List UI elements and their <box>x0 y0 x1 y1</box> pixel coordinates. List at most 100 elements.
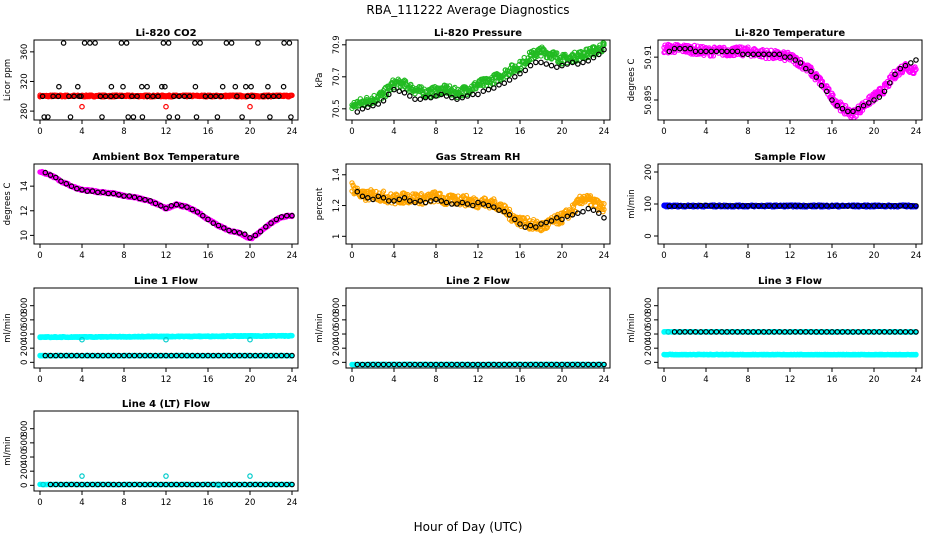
data-point <box>166 114 173 120</box>
data-point <box>438 91 445 98</box>
x-tick-label: 4 <box>391 375 396 385</box>
x-tick-label: 20 <box>869 127 880 137</box>
data-point <box>158 203 164 209</box>
data-point <box>703 202 709 209</box>
data-point <box>469 91 476 98</box>
data-point <box>776 203 783 209</box>
data-point <box>129 93 135 100</box>
data-point <box>422 199 429 206</box>
data-point <box>585 205 592 212</box>
x-tick-label: 16 <box>827 127 838 137</box>
data-point <box>125 114 132 120</box>
data-point <box>56 83 62 90</box>
data-point <box>564 213 571 220</box>
data-point <box>68 183 75 190</box>
data-point <box>370 102 376 109</box>
data-point <box>244 93 251 100</box>
data-point <box>66 93 72 100</box>
x-tick-label: 20 <box>557 251 568 261</box>
data-point <box>601 201 607 207</box>
data-point <box>543 61 550 67</box>
data-point <box>63 180 70 187</box>
data-point <box>281 40 287 46</box>
data-point <box>218 93 224 100</box>
data-point <box>543 219 550 226</box>
data-point <box>491 196 497 202</box>
x-tick-label: 16 <box>827 251 838 261</box>
data-point <box>682 45 688 52</box>
data-point <box>771 51 778 58</box>
data-point <box>595 210 602 217</box>
x-tick-label: 24 <box>911 127 922 137</box>
x-tick-label: 20 <box>245 127 256 137</box>
data-point <box>121 193 127 199</box>
data-point <box>899 69 906 76</box>
data-point <box>682 203 688 209</box>
data-point <box>270 93 277 100</box>
data-point <box>142 196 148 203</box>
data-point <box>139 83 145 90</box>
data-point <box>480 83 486 89</box>
data-point <box>144 83 150 90</box>
data-point <box>120 83 126 90</box>
data-point <box>590 54 597 61</box>
panel-title: Ambient Box Temperature <box>92 152 239 163</box>
data-point <box>577 200 583 207</box>
data-point <box>559 60 565 67</box>
data-point <box>522 224 529 230</box>
data-point <box>214 114 221 120</box>
x-tick-label: 20 <box>557 375 568 385</box>
data-point <box>87 40 93 46</box>
y-axis-label: degrees C <box>3 183 13 226</box>
data-point <box>808 203 814 209</box>
x-tick-label: 0 <box>349 375 354 385</box>
x-tick-label: 0 <box>661 251 666 261</box>
data-point <box>257 228 264 235</box>
data-point <box>760 51 767 58</box>
data-point <box>697 202 704 209</box>
data-point <box>839 105 846 112</box>
data-point <box>45 114 51 120</box>
data-point <box>192 83 199 90</box>
data-point <box>498 201 504 207</box>
y-tick-label: 100 <box>644 196 654 212</box>
data-point <box>417 198 424 204</box>
data-point <box>902 62 909 69</box>
y-tick-label: 360 <box>20 44 30 60</box>
data-point <box>89 188 96 194</box>
x-tick-label: 16 <box>203 127 214 137</box>
data-point <box>119 93 125 100</box>
data-point <box>776 51 783 58</box>
data-point <box>766 203 772 209</box>
data-point <box>538 221 544 227</box>
data-point <box>239 114 245 120</box>
data-point <box>517 70 523 77</box>
x-tick-label: 4 <box>703 127 708 137</box>
series-outliers <box>41 83 294 120</box>
data-point <box>532 59 539 66</box>
data-point <box>760 203 767 209</box>
data-point <box>130 114 137 120</box>
y-tick-label: 0 <box>20 360 30 365</box>
data-point <box>243 83 249 90</box>
data-point <box>359 106 366 112</box>
y-tick-label: 1.2 <box>332 199 342 213</box>
data-point <box>595 51 602 58</box>
y-tick-label: 10 <box>20 230 30 241</box>
data-point <box>231 228 238 235</box>
data-point <box>401 195 408 201</box>
y-tick-label: 800 <box>20 298 30 314</box>
data-point <box>475 91 481 98</box>
panel-title: Line 3 Flow <box>758 276 822 287</box>
data-point <box>137 195 143 202</box>
data-point <box>459 94 466 101</box>
data-point <box>412 199 418 206</box>
data-point <box>739 203 746 209</box>
data-point <box>813 74 820 80</box>
data-point <box>168 203 175 209</box>
data-point <box>194 209 201 215</box>
